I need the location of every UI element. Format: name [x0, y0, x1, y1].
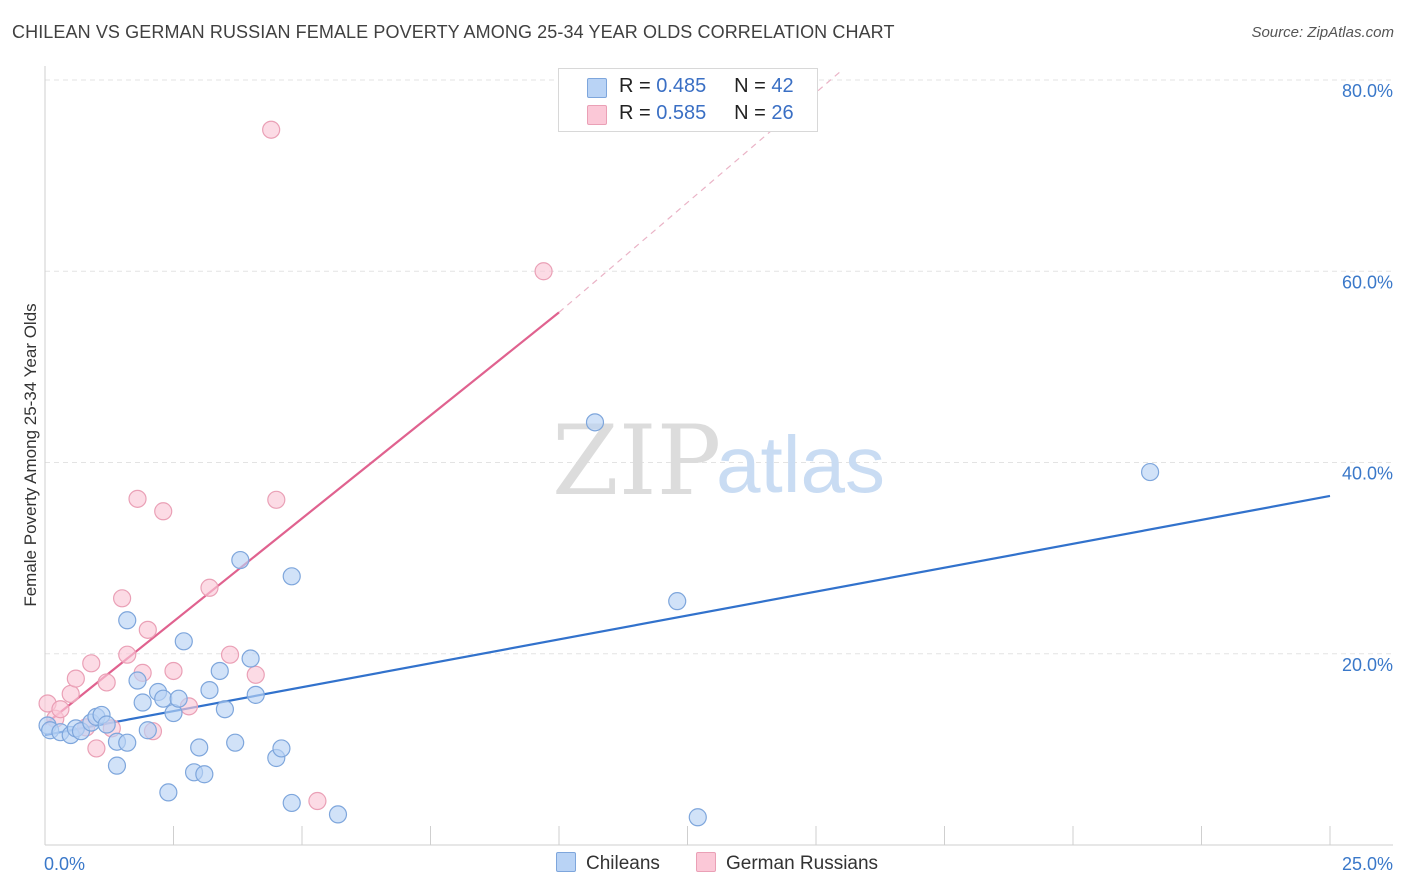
y-tick-label: 80.0% [1342, 81, 1393, 101]
chilean-point [190, 738, 209, 757]
chilean-point [241, 649, 260, 668]
german-russians-trend-line [44, 311, 560, 726]
german-russian-point [262, 120, 281, 139]
chilean-point [246, 685, 265, 704]
german-russian-point [200, 578, 219, 597]
german-russian-point [308, 791, 327, 811]
chileans-trend-line [44, 494, 1331, 737]
german-russian-point [128, 489, 147, 508]
german-russian-point [61, 684, 80, 704]
chilean-point [272, 739, 291, 758]
chilean-point [138, 721, 157, 740]
german-russian-point [164, 661, 183, 681]
chilean-point [282, 567, 301, 586]
legend-row-chileans: R = 0.485 N = 42 [587, 75, 794, 98]
chilean-point [107, 756, 127, 775]
legend-n-label: N = [734, 75, 766, 97]
chilean-point [195, 765, 214, 784]
german-russian-point [118, 645, 137, 664]
x-tick-label: 25.0% [1342, 854, 1393, 874]
bottom-legend-label-german-russians: German Russians [726, 853, 879, 874]
german-russian-point [246, 665, 265, 684]
watermark: ZIP atlas [552, 405, 885, 517]
legend-row-german-russians: R = 0.585 N = 26 [587, 102, 794, 125]
legend-swatch-chileans [587, 78, 607, 98]
legend-n-label: N = [734, 102, 766, 124]
german-russian-point [154, 502, 173, 521]
german-russian-point [534, 262, 553, 281]
german-russian-point [220, 645, 240, 664]
legend-n-value: 26 [771, 102, 794, 124]
chilean-point [174, 632, 193, 651]
german-russian-point [66, 669, 85, 688]
legend-n-value: 42 [771, 75, 794, 97]
chilean-point [200, 680, 219, 700]
bottom-legend-swatch-german-russians [696, 852, 716, 872]
chilean-point [128, 671, 147, 690]
chilean-point [1140, 462, 1160, 482]
chart-title: CHILEAN VS GERMAN RUSSIAN FEMALE POVERTY… [12, 22, 895, 42]
watermark-atlas: atlas [716, 420, 885, 509]
german-russian-point [82, 654, 101, 673]
legend-r-value: 0.585 [656, 102, 707, 124]
chilean-point [118, 733, 137, 752]
chilean-point [215, 700, 234, 719]
chilean-point [133, 693, 152, 712]
x-tick-label: 0.0% [44, 854, 85, 874]
chilean-point [688, 808, 707, 827]
german-russian-point [138, 620, 157, 639]
bottom-legend-label-chileans: Chileans [586, 853, 660, 874]
tick-labels: 20.0% 40.0% 60.0% 80.0% 0.0% 25.0% [44, 81, 1393, 874]
y-tick-label: 40.0% [1342, 464, 1393, 484]
german-russian-point [267, 490, 286, 509]
chilean-point [210, 661, 229, 681]
chilean-point [118, 611, 137, 630]
chilean-point [97, 715, 116, 734]
chilean-point [169, 689, 188, 708]
legend-swatch-german-russians [587, 105, 607, 125]
y-tick-label: 60.0% [1342, 272, 1393, 292]
chilean-point [282, 793, 301, 813]
legend-r-value: 0.485 [656, 75, 707, 97]
data-points [38, 120, 1160, 827]
gridlines [45, 79, 1393, 655]
y-axis-label: Female Poverty Among 25-34 Year Olds [21, 303, 40, 606]
chilean-point [226, 733, 245, 752]
chilean-point [231, 550, 250, 570]
bottom-legend-swatch-chileans [556, 852, 576, 872]
chilean-point [159, 783, 178, 802]
bottom-legend-chileans: Chileans [556, 852, 660, 875]
chilean-point [154, 689, 173, 708]
legend-box: R = 0.485 N = 42 R = 0.585 N = 26 [558, 68, 818, 132]
chilean-point [328, 805, 348, 824]
german-russian-point [112, 589, 132, 608]
german-russian-point [51, 700, 70, 719]
trend-lines [44, 69, 1331, 737]
german-russian-point [97, 673, 116, 692]
source-label: Source: ZipAtlas.com [1251, 24, 1394, 41]
bottom-legend-german-russians: German Russians [696, 852, 878, 875]
german-russian-point [87, 739, 106, 758]
axes [44, 66, 1393, 846]
legend-r-label: R = [619, 75, 651, 97]
y-tick-label: 20.0% [1342, 655, 1393, 675]
watermark-zip: ZIP [552, 405, 721, 517]
chilean-point [668, 592, 687, 611]
chilean-point [585, 413, 605, 432]
legend-r-label: R = [619, 102, 651, 124]
